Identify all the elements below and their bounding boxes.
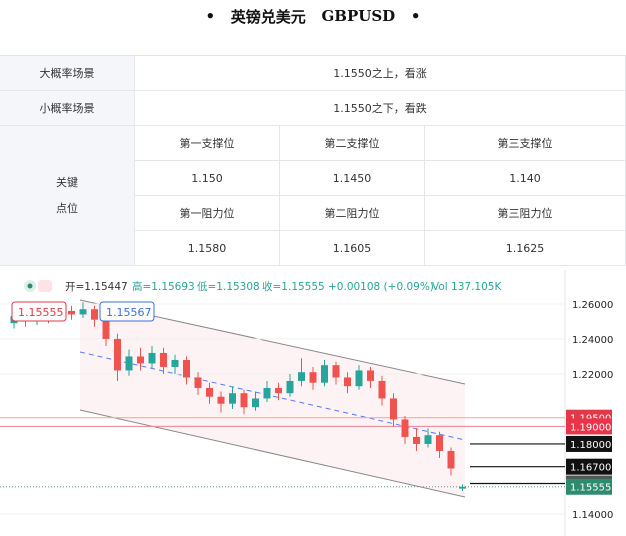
candle-body (344, 377, 351, 387)
chart: 1.140001.220001.240001.260001.195001.190… (0, 270, 613, 536)
cell: 第三支撑位 (425, 126, 626, 161)
cell: 1.1450 (280, 161, 425, 196)
cell: 第二阻力位 (280, 196, 425, 231)
candle-body (447, 450, 455, 469)
y-tick-label: 1.26000 (572, 300, 613, 311)
cell: 1.140 (425, 161, 626, 196)
cell: 第二支撑位 (280, 126, 425, 161)
candle-body (79, 309, 87, 315)
candle-body (298, 372, 305, 381)
price-tag (566, 478, 612, 495)
candle-body (252, 398, 259, 408)
ohlc-legend: 开=1.15447 (65, 281, 128, 293)
price-tag-label: 1.16700 (570, 463, 611, 474)
candle-body (367, 370, 374, 381)
candle-body (183, 359, 190, 378)
candle-body (459, 486, 466, 489)
cell: 1.1550之下，看跌 (135, 91, 626, 126)
cell: 1.1580 (135, 231, 280, 266)
candle-body (160, 352, 167, 367)
candle-body (68, 310, 75, 315)
candle-body (332, 365, 340, 378)
divider (0, 55, 626, 56)
candle-body (137, 356, 144, 364)
price-tag-label: 1.15555 (570, 483, 611, 494)
channel-fill (80, 300, 465, 497)
cell: 1.1625 (425, 231, 626, 266)
cell: 1.150 (135, 161, 280, 196)
cell: 第三阻力位 (425, 196, 626, 231)
title-bar: • 英镑兑美元 GBPUSD • (205, 7, 421, 26)
candle-body (309, 372, 317, 383)
ohlc-legend: 高=1.15693 (132, 280, 195, 293)
badge-label: 1.15567 (106, 306, 152, 319)
icon (38, 280, 52, 292)
cell-text: 关键 (56, 175, 78, 189)
candle-body (275, 387, 282, 394)
code: GBPUSD (321, 7, 396, 25)
price-tag-label: 1.19000 (570, 422, 611, 433)
candle-body (401, 419, 409, 437)
candle-body (194, 377, 202, 388)
candle-body (424, 435, 432, 444)
candle-body (378, 380, 386, 399)
cell: 1.1550之上，看涨 (135, 56, 626, 91)
candle-body (171, 359, 179, 367)
candle-body (114, 338, 121, 371)
candle-body (436, 435, 443, 451)
cell: 大概率场景 (0, 56, 135, 91)
icon (27, 283, 33, 289)
candle-body (355, 370, 363, 387)
y-tick-label: 1.24000 (572, 335, 613, 346)
candle-body (102, 319, 110, 339)
y-tick-label: 1.22000 (572, 370, 613, 381)
price-tag-label: 1.18000 (570, 440, 611, 451)
candle-body (321, 365, 328, 383)
ohlc-legend: 收=1.15555 (262, 280, 325, 293)
candle-body (148, 352, 156, 364)
cell: 小概率场景 (0, 91, 135, 126)
candle-body (286, 380, 294, 394)
candle-body (91, 309, 98, 320)
candle-body (413, 436, 420, 444)
ohlc-legend: 低=1.15308 (197, 280, 260, 293)
price-tag (566, 435, 612, 452)
channel-mid (79, 351, 466, 441)
change-legend: +0.00108 (+0.09%) (328, 281, 434, 293)
candle-body (390, 398, 397, 420)
candle-body (229, 393, 236, 404)
cell: 1.1605 (280, 231, 425, 266)
cell: 第一支撑位 (135, 126, 280, 161)
title: 英镑兑美元 (230, 7, 306, 26)
candle-body (240, 393, 248, 408)
badge (99, 301, 155, 322)
price-tag (566, 458, 612, 475)
price-tag (566, 418, 612, 435)
candle-body (206, 387, 213, 397)
channel-line (79, 409, 466, 498)
candle-body (263, 387, 271, 399)
cell: 第一阻力位 (135, 196, 280, 231)
cell-text: 点位 (56, 201, 78, 215)
candle-body (125, 356, 133, 371)
badge (11, 301, 67, 322)
volume-legend: Vol 137.105K (432, 281, 502, 293)
candle-body (217, 396, 225, 404)
key-cell: 关键 点位 (0, 126, 135, 266)
y-tick-label: 1.14000 (572, 510, 613, 521)
badge-label: 1.15555 (18, 306, 64, 319)
